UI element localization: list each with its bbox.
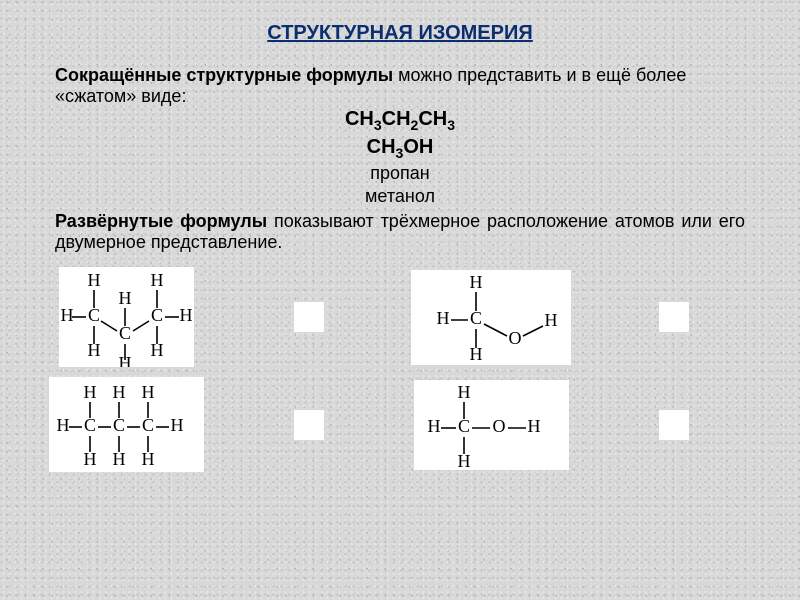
svg-text:C: C <box>151 305 163 325</box>
svg-text:C: C <box>142 415 154 435</box>
svg-text:H: H <box>457 451 470 470</box>
structure-empty-3 <box>294 410 324 440</box>
svg-text:H: H <box>527 416 540 436</box>
svg-text:H: H <box>112 449 125 469</box>
intro-text: Сокращённые структурные формулы можно пр… <box>55 65 745 107</box>
svg-text:H: H <box>545 310 558 330</box>
svg-text:H: H <box>470 344 483 364</box>
structure-wedge-propane: C H H H C H H C H H H <box>59 267 194 367</box>
svg-text:H: H <box>437 308 450 328</box>
svg-text:C: C <box>113 415 125 435</box>
structures-bottom-row: H C C C H H H H H H H H C O H <box>0 367 800 472</box>
svg-text:O: O <box>492 416 505 436</box>
svg-text:H: H <box>60 305 73 325</box>
svg-text:H: H <box>87 340 100 360</box>
structure-methanol-3d: C H H H O H <box>411 270 571 365</box>
svg-text:H: H <box>150 270 163 290</box>
svg-text:H: H <box>118 353 131 367</box>
svg-text:H: H <box>83 382 96 402</box>
expanded-bold: Развёрнутые формулы <box>55 211 267 231</box>
svg-text:H: H <box>141 449 154 469</box>
svg-text:C: C <box>119 323 131 343</box>
condensed-formulas: CH3CH2CH3 CH3OH пропан метанол <box>0 107 800 207</box>
page-title: СТРУКТУРНАЯ ИЗОМЕРИЯ <box>0 0 800 45</box>
svg-text:H: H <box>470 272 483 292</box>
methanol-name: метанол <box>0 185 800 208</box>
structure-flat-methanol: H C O H H H <box>414 380 569 470</box>
svg-text:H: H <box>179 305 192 325</box>
svg-text:O: O <box>509 328 522 348</box>
structure-empty-2 <box>659 302 689 332</box>
svg-text:C: C <box>84 415 96 435</box>
svg-text:H: H <box>83 449 96 469</box>
svg-text:C: C <box>458 416 470 436</box>
structure-flat-propane: H C C C H H H H H H H <box>49 377 204 472</box>
expanded-intro: Развёрнутые формулы показывают трёхмерно… <box>0 207 800 253</box>
svg-text:H: H <box>457 382 470 402</box>
structure-empty-1 <box>294 302 324 332</box>
svg-text:H: H <box>112 382 125 402</box>
methanol-condensed: CH3OH <box>0 135 800 163</box>
svg-text:H: H <box>87 270 100 290</box>
svg-text:C: C <box>470 308 482 328</box>
svg-text:H: H <box>118 288 131 308</box>
intro-block: Сокращённые структурные формулы можно пр… <box>0 45 800 107</box>
propane-name: пропан <box>0 162 800 185</box>
svg-text:C: C <box>88 305 100 325</box>
propane-condensed: CH3CH2CH3 <box>0 107 800 135</box>
svg-text:H: H <box>150 340 163 360</box>
intro-bold: Сокращённые структурные формулы <box>55 65 393 85</box>
svg-text:H: H <box>141 382 154 402</box>
structures-top-row: C H H H C H H C H H H C H H H <box>0 253 800 367</box>
structure-empty-4 <box>659 410 689 440</box>
svg-text:H: H <box>427 416 440 436</box>
svg-text:H: H <box>56 415 69 435</box>
svg-text:H: H <box>170 415 183 435</box>
